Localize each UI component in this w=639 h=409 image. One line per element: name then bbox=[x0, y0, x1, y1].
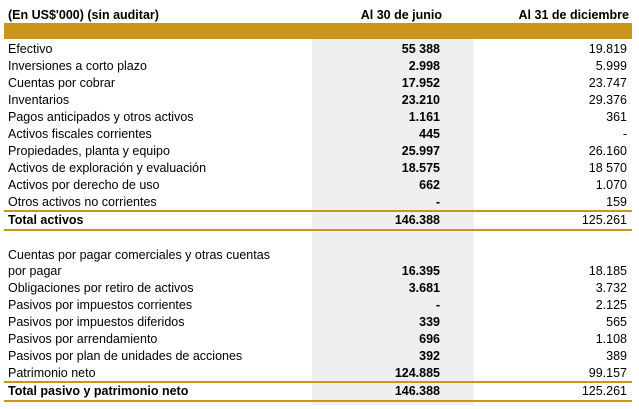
value-december: 361 bbox=[606, 110, 627, 124]
row-label: Pagos anticipados y otros activos bbox=[8, 110, 194, 124]
value-june: 662 bbox=[419, 178, 440, 192]
table-row: Otros activos no corrientes - 159 bbox=[0, 194, 639, 211]
value-december: 1.108 bbox=[595, 332, 627, 346]
value-june: 392 bbox=[419, 349, 440, 363]
table-row: por pagar 16.395 18.185 bbox=[0, 263, 639, 280]
value-december: 3.732 bbox=[595, 281, 627, 295]
value-december: 23.747 bbox=[588, 76, 627, 90]
row-label: Activos de exploración y evaluación bbox=[8, 161, 207, 175]
table-row: Pagos anticipados y otros activos 1.161 … bbox=[0, 109, 639, 126]
value-december: 159 bbox=[606, 195, 627, 209]
value-june: 445 bbox=[419, 127, 440, 141]
value-june: 25.997 bbox=[401, 144, 440, 158]
value-december: 5.999 bbox=[595, 59, 627, 73]
value-december: 26.160 bbox=[588, 144, 627, 158]
total-liabilities-equity-december: 125.261 bbox=[581, 384, 627, 398]
table-row: Activos de exploración y evaluación 18.5… bbox=[0, 160, 639, 177]
value-june: 17.952 bbox=[401, 76, 440, 90]
row-label: Cuentas por cobrar bbox=[8, 76, 116, 90]
value-december: 19.819 bbox=[588, 42, 627, 56]
row-label: Obligaciones por retiro de activos bbox=[8, 281, 194, 295]
row-label: Patrimonio neto bbox=[8, 366, 96, 380]
row-label: Cuentas por pagar comerciales y otras cu… bbox=[8, 248, 270, 262]
table-row: Pasivos por impuestos diferidos 339 565 bbox=[0, 314, 639, 331]
value-december: - bbox=[622, 127, 627, 141]
column-header-december: Al 31 de diciembre bbox=[518, 8, 629, 22]
table-row: Cuentas por cobrar 17.952 23.747 bbox=[0, 75, 639, 92]
value-june: - bbox=[435, 298, 440, 312]
value-december: 18 570 bbox=[588, 161, 627, 175]
value-june: 16.395 bbox=[401, 264, 440, 278]
value-june: 1.161 bbox=[408, 110, 440, 124]
row-label-continuation: por pagar bbox=[8, 264, 62, 278]
row-label: Pasivos por plan de unidades de acciones bbox=[8, 349, 243, 363]
total-separator-top bbox=[4, 210, 632, 212]
current-period-column-shade bbox=[312, 39, 474, 405]
value-december: 389 bbox=[606, 349, 627, 363]
total-assets-row: Total activos 146.388 125.261 bbox=[0, 212, 639, 229]
row-label: Pasivos por impuestos corrientes bbox=[8, 298, 193, 312]
row-label: Activos fiscales corrientes bbox=[8, 127, 152, 141]
row-label: Inversiones a corto plazo bbox=[8, 59, 147, 73]
table-row: Activos fiscales corrientes 445 - bbox=[0, 126, 639, 143]
value-june: 23.210 bbox=[401, 93, 440, 107]
table-row: Activos por derecho de uso 662 1.070 bbox=[0, 177, 639, 194]
total-liabilities-equity-row: Total pasivo y patrimonio neto 146.388 1… bbox=[0, 383, 639, 400]
table-row: Pasivos por impuestos corrientes - 2.125 bbox=[0, 297, 639, 314]
table-row: Pasivos por plan de unidades de acciones… bbox=[0, 348, 639, 365]
table-row: Propiedades, planta y equipo 25.997 26.1… bbox=[0, 143, 639, 160]
table-row: Pasivos por arrendamiento 696 1.108 bbox=[0, 331, 639, 348]
table-row: Obligaciones por retiro de activos 3.681… bbox=[0, 280, 639, 297]
value-december: 2.125 bbox=[595, 298, 627, 312]
row-label: Propiedades, planta y equipo bbox=[8, 144, 170, 158]
total-assets-label: Total activos bbox=[8, 213, 84, 227]
column-header-june: Al 30 de junio bbox=[360, 8, 442, 22]
unit-label: (En US$'000) (sin auditar) bbox=[8, 8, 159, 22]
table-row: Inversiones a corto plazo 2.998 5.999 bbox=[0, 58, 639, 75]
value-december: 565 bbox=[606, 315, 627, 329]
row-label: Otros activos no corrientes bbox=[8, 195, 157, 209]
table-row: Efectivo 55 388 19.819 bbox=[0, 41, 639, 58]
value-december: 18.185 bbox=[588, 264, 627, 278]
value-december: 99.157 bbox=[588, 366, 627, 380]
table-header: (En US$'000) (sin auditar) Al 30 de juni… bbox=[0, 4, 639, 24]
value-june: 3.681 bbox=[408, 281, 440, 295]
table-row: Patrimonio neto 124.885 99.157 bbox=[0, 365, 639, 382]
value-june: 124.885 bbox=[394, 366, 440, 380]
row-label: Activos por derecho de uso bbox=[8, 178, 160, 192]
value-june: 55 388 bbox=[401, 42, 440, 56]
value-june: 2.998 bbox=[408, 59, 440, 73]
total-assets-june: 146.388 bbox=[394, 213, 440, 227]
table-row: Cuentas por pagar comerciales y otras cu… bbox=[0, 247, 639, 264]
value-december: 1.070 bbox=[595, 178, 627, 192]
row-label: Efectivo bbox=[8, 42, 53, 56]
total-separator-top bbox=[4, 381, 632, 383]
row-label: Pasivos por arrendamiento bbox=[8, 332, 158, 346]
value-june: 18.575 bbox=[401, 161, 440, 175]
total-liabilities-equity-june: 146.388 bbox=[394, 384, 440, 398]
value-june: 339 bbox=[419, 315, 440, 329]
total-separator-bottom bbox=[4, 229, 632, 231]
header-accent-band bbox=[4, 23, 632, 39]
total-assets-december: 125.261 bbox=[581, 213, 627, 227]
table-row: Inventarios 23.210 29.376 bbox=[0, 92, 639, 109]
row-label: Pasivos por impuestos diferidos bbox=[8, 315, 185, 329]
total-liabilities-equity-label: Total pasivo y patrimonio neto bbox=[8, 384, 189, 398]
value-december: 29.376 bbox=[588, 93, 627, 107]
value-june: - bbox=[435, 195, 440, 209]
row-label: Inventarios bbox=[8, 93, 70, 107]
total-separator-bottom bbox=[4, 400, 632, 402]
value-june: 696 bbox=[419, 332, 440, 346]
